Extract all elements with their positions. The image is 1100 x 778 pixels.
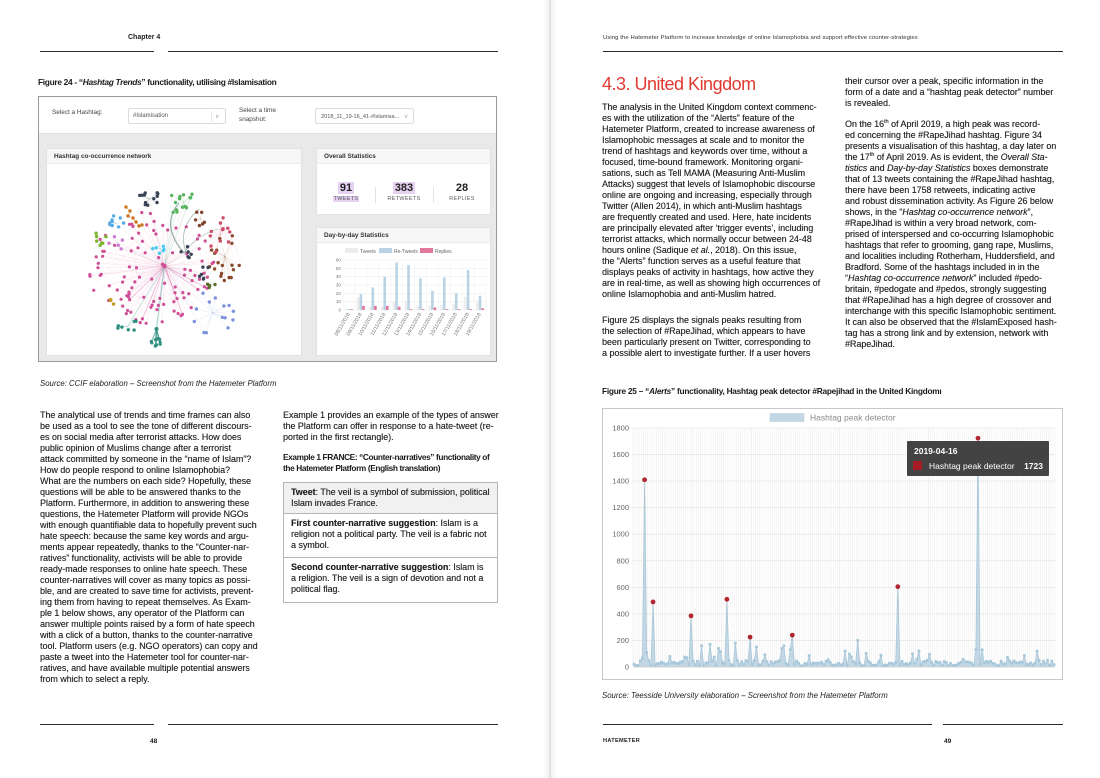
svg-text:1200: 1200 [612, 503, 629, 512]
svg-text:0: 0 [338, 308, 341, 313]
svg-text:1000: 1000 [612, 530, 629, 539]
svg-text:1600: 1600 [612, 450, 629, 459]
svg-text:1400: 1400 [612, 477, 629, 486]
svg-text:30: 30 [336, 283, 342, 288]
svg-text:40: 40 [336, 274, 342, 279]
svg-text:600: 600 [616, 583, 629, 592]
svg-text:800: 800 [616, 556, 629, 565]
svg-text:Replies: Replies [435, 249, 452, 255]
svg-text:10: 10 [336, 299, 342, 304]
svg-text:60: 60 [336, 258, 342, 263]
svg-text:2019-04-16: 2019-04-16 [914, 446, 958, 456]
svg-text:400: 400 [616, 609, 629, 618]
svg-text:1800: 1800 [612, 424, 629, 433]
svg-text:20: 20 [336, 291, 342, 296]
svg-text:200: 200 [616, 636, 629, 645]
svg-text:0: 0 [625, 663, 629, 672]
svg-text:Hashtag peak detector: Hashtag peak detector [929, 461, 1015, 471]
svg-text:1723: 1723 [1024, 461, 1043, 471]
svg-text:Hashtag peak detector: Hashtag peak detector [810, 413, 896, 423]
svg-text:Tweets: Tweets [360, 249, 376, 255]
svg-text:50: 50 [336, 266, 342, 271]
svg-text:Re-Tweets: Re-Tweets [394, 249, 418, 255]
